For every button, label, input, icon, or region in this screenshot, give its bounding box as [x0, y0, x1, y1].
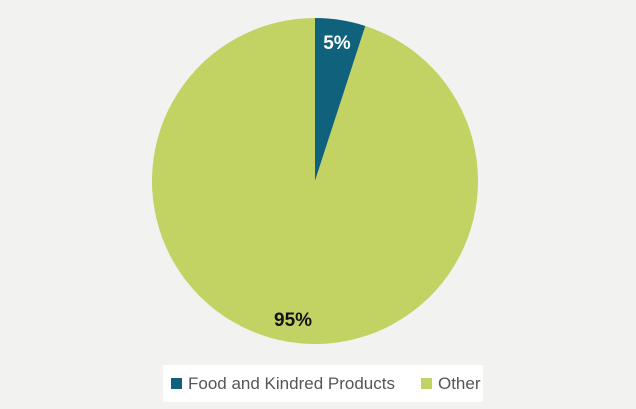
legend-swatch-other	[420, 378, 432, 389]
legend-item-other: Other	[420, 374, 481, 393]
legend-label-other: Other	[437, 374, 481, 393]
pie-slice-other	[151, 18, 478, 345]
legend-swatch-food-and-kindred-products	[171, 378, 182, 389]
pie-slice-percent-label-food-and-kindred-products: 5%	[323, 33, 351, 54]
legend-item-food-and-kindred-products: Food and Kindred Products	[171, 375, 395, 392]
legend-label-food-and-kindred-products: Food and Kindred Products	[188, 374, 395, 393]
pie-slice-food-and-kindred-products	[315, 18, 366, 181]
pie-slice-percent-label-other: 95%	[274, 310, 312, 331]
legend: Food and Kindred Products Other	[163, 365, 483, 402]
